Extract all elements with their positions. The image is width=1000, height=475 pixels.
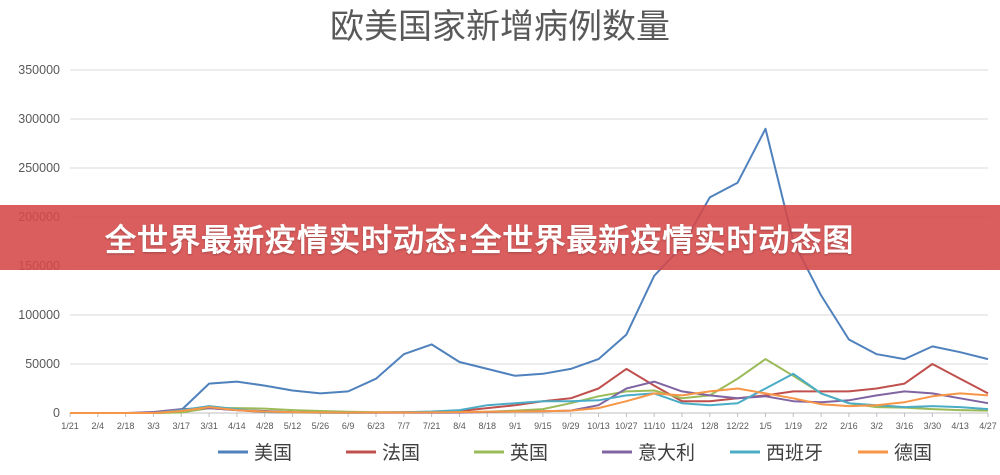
legend-label: 西班牙 — [766, 442, 823, 464]
legend-label: 德国 — [894, 442, 932, 464]
x-tick-label: 4/27 — [979, 421, 997, 431]
x-tick-label: 1/5 — [759, 421, 772, 431]
x-tick-label: 4/13 — [951, 421, 969, 431]
x-tick-label: 11/24 — [671, 421, 693, 431]
legend-label: 意大利 — [638, 442, 695, 464]
x-tick-label: 8/4 — [453, 421, 466, 431]
x-tick-label: 3/31 — [200, 421, 218, 431]
y-tick-label: 300000 — [18, 112, 60, 126]
x-tick-label: 5/26 — [312, 421, 330, 431]
y-tick-label: 100000 — [18, 308, 60, 322]
x-tick-label: 3/30 — [924, 421, 942, 431]
chart-title: 欧美国家新增病例数量 — [330, 7, 670, 47]
x-tick-label: 1/19 — [785, 421, 803, 431]
y-tick-label: 50000 — [25, 357, 60, 371]
x-tick-label: 3/16 — [896, 421, 914, 431]
series-lines — [70, 127, 989, 414]
series-line-0 — [70, 127, 989, 414]
legend-label: 法国 — [382, 442, 420, 464]
x-tick-label: 9/29 — [562, 421, 580, 431]
x-tick-label: 3/2 — [870, 421, 883, 431]
x-tick-label: 11/10 — [643, 421, 665, 431]
y-tick-label: 0 — [53, 406, 60, 420]
y-tick-label: 250000 — [18, 161, 60, 175]
x-tick-label: 2/2 — [815, 421, 828, 431]
x-tick-label: 4/14 — [228, 421, 246, 431]
x-tick-label: 3/3 — [147, 421, 160, 431]
headline-banner: 全世界最新疫情实时动态:全世界最新疫情实时动态图 — [0, 205, 1000, 270]
x-tick-label: 6/9 — [342, 421, 355, 431]
x-tick-label: 12/22 — [726, 421, 749, 431]
y-tick-label: 350000 — [18, 63, 60, 77]
x-axis-ticks: 1/21 2/4 2/18 3/3 3/17 3/31 4/14 4/28 5/12 5/26 6/… — [61, 413, 997, 431]
x-tick-label: 8/18 — [479, 421, 497, 431]
x-tick-label: 4/28 — [256, 421, 274, 431]
legend: 美国 法国 英国 意大利 西班牙 德国 — [218, 442, 932, 464]
x-tick-label: 10/13 — [587, 421, 610, 431]
x-tick-label: 3/17 — [173, 421, 191, 431]
x-tick-label: 12/8 — [701, 421, 719, 431]
x-tick-label: 9/15 — [534, 421, 552, 431]
headline-text: 全世界最新疫情实时动态:全世界最新疫情实时动态图 — [105, 223, 855, 259]
x-tick-label: 2/4 — [92, 421, 105, 431]
x-tick-label: 2/16 — [840, 421, 858, 431]
x-tick-label: 10/27 — [615, 421, 638, 431]
x-tick-label: 9/1 — [509, 421, 522, 431]
x-tick-label: 6/23 — [367, 421, 385, 431]
x-tick-label: 7/21 — [423, 421, 441, 431]
x-tick-label: 7/7 — [398, 421, 411, 431]
legend-label: 英国 — [510, 442, 548, 464]
x-tick-label: 5/12 — [284, 421, 302, 431]
x-tick-label: 1/21 — [61, 421, 79, 431]
series-line-5 — [70, 387, 989, 414]
legend-label: 美国 — [254, 442, 292, 464]
x-tick-label: 2/18 — [117, 421, 135, 431]
